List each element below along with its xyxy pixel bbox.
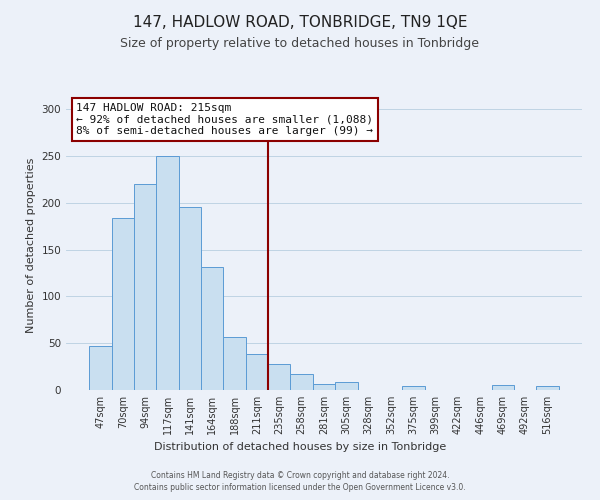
Text: 147, HADLOW ROAD, TONBRIDGE, TN9 1QE: 147, HADLOW ROAD, TONBRIDGE, TN9 1QE (133, 15, 467, 30)
Text: Contains HM Land Registry data © Crown copyright and database right 2024.: Contains HM Land Registry data © Crown c… (151, 471, 449, 480)
Bar (313, 384, 335, 390)
Text: Size of property relative to detached houses in Tonbridge: Size of property relative to detached ho… (121, 38, 479, 51)
Bar (290, 374, 313, 390)
Y-axis label: Number of detached properties: Number of detached properties (26, 158, 36, 332)
Text: Contains public sector information licensed under the Open Government Licence v3: Contains public sector information licen… (134, 484, 466, 492)
Bar (402, 386, 425, 390)
Bar (268, 364, 290, 390)
Bar (201, 268, 223, 390)
Bar (134, 184, 157, 390)
Text: 147 HADLOW ROAD: 215sqm
← 92% of detached houses are smaller (1,088)
8% of semi-: 147 HADLOW ROAD: 215sqm ← 92% of detache… (76, 103, 373, 136)
Bar (157, 156, 179, 390)
Bar (223, 336, 246, 390)
Bar (335, 382, 358, 390)
Bar (536, 386, 559, 390)
Bar (89, 346, 112, 390)
Text: Distribution of detached houses by size in Tonbridge: Distribution of detached houses by size … (154, 442, 446, 452)
Bar (246, 354, 268, 390)
Bar (112, 218, 134, 390)
Bar (179, 206, 201, 390)
Bar (491, 386, 514, 390)
